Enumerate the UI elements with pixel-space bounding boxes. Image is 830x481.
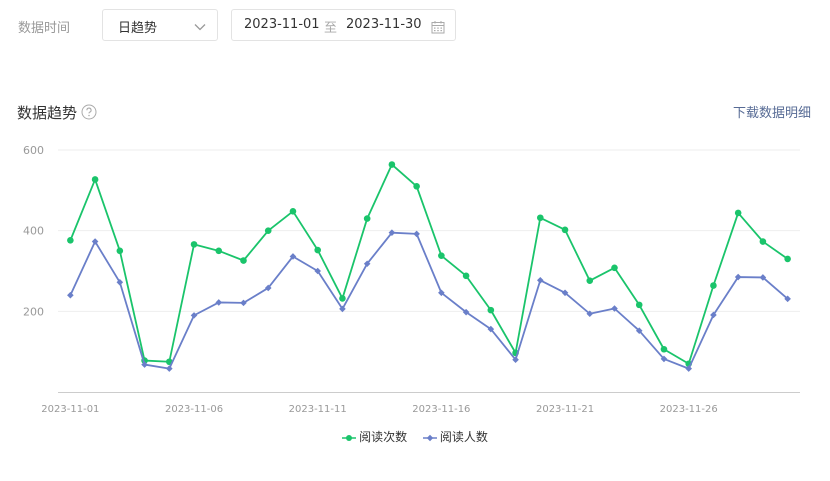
legend-label-series-2: 阅读人数 — [439, 430, 488, 444]
series-1-point — [388, 161, 396, 168]
series-2-point — [91, 238, 99, 245]
series-1-point — [487, 306, 495, 314]
series-1-point — [314, 246, 322, 254]
series-2-point — [289, 253, 297, 260]
y-tick-label: 600 — [23, 144, 44, 157]
series-2-point — [314, 267, 321, 275]
x-tick-label: 2023-11-16 — [412, 404, 470, 415]
series-2-point — [660, 355, 668, 363]
series-2-point — [264, 284, 272, 292]
series-1-point — [339, 295, 346, 302]
x-tick-label: 2023-11-11 — [289, 404, 347, 415]
chart-legend: 阅读次数 阅读人数 — [0, 428, 830, 445]
series-line-2 — [69, 231, 789, 370]
series-2-point — [611, 305, 618, 312]
y-tick-label: 400 — [23, 225, 44, 238]
series-line-1 — [69, 163, 789, 365]
y-tick-label: 200 — [23, 305, 44, 318]
legend-label-series-1: 阅读次数 — [359, 430, 408, 444]
series-2-point — [67, 291, 74, 299]
series-2-point — [166, 365, 173, 372]
legend-item-series-2[interactable]: 阅读人数 — [422, 428, 488, 445]
series-2-point — [240, 299, 247, 307]
series-2-point — [413, 230, 420, 238]
x-tick-label: 2023-11-01 — [41, 404, 99, 415]
series-1-point — [413, 183, 420, 190]
series-1-point — [462, 272, 470, 280]
series-2-point — [561, 289, 569, 297]
series-2-point — [215, 299, 223, 306]
series-1-point — [759, 238, 767, 245]
series-1-point — [289, 208, 297, 215]
granularity-select[interactable]: 日趋势 — [102, 9, 218, 41]
series-2-point — [190, 312, 198, 319]
section-title: 数据趋势 — [17, 104, 78, 122]
series-1-point — [660, 345, 668, 353]
series-1-point — [537, 214, 544, 222]
series-2-point — [784, 295, 791, 303]
series-1-point — [561, 226, 569, 234]
series-1-point — [635, 301, 643, 309]
series-2-point — [462, 308, 470, 316]
download-details-link[interactable]: 下载数据明细 — [732, 106, 811, 121]
series-2-point — [339, 305, 346, 313]
series-2-point — [710, 311, 717, 319]
range-separator: 至 — [324, 21, 338, 36]
series-2-point — [141, 361, 148, 368]
series-2-point — [685, 365, 692, 372]
series-1-point — [363, 215, 371, 222]
series-1-point — [784, 255, 791, 263]
series-2-point — [438, 289, 445, 297]
series-2-point — [586, 310, 594, 318]
series-1-point — [586, 277, 594, 284]
x-tick-label: 2023-11-06 — [165, 404, 223, 415]
series-1-point — [190, 241, 198, 248]
series-2-point — [116, 278, 124, 286]
series-1-point — [264, 227, 272, 234]
series-1-point — [611, 264, 618, 272]
series-2-point — [512, 356, 519, 364]
series-1-point — [240, 257, 247, 264]
series-1-point — [116, 247, 124, 255]
start-date[interactable]: 2023-11-01 — [244, 17, 320, 32]
granularity-value: 日趋势 — [118, 21, 158, 36]
series-1-point — [710, 282, 717, 289]
series-2-point — [487, 325, 495, 333]
time-filter-label: 数据时间 — [18, 21, 71, 36]
series-1-point — [91, 176, 99, 183]
trend-chart: 200 400 600 2023-11-01 2023-11-06 2023-11-11 2… — [23, 144, 800, 415]
help-icon[interactable] — [81, 104, 97, 124]
series-2-point — [363, 260, 371, 268]
series-1-point — [438, 252, 445, 259]
x-tick-label: 2023-11-21 — [536, 404, 594, 415]
chevron-down-icon — [193, 19, 207, 38]
calendar-icon[interactable] — [431, 19, 445, 38]
series-2-point — [537, 276, 544, 284]
end-date[interactable]: 2023-11-30 — [346, 17, 422, 32]
series-2-point — [734, 273, 742, 281]
series-1-point — [67, 237, 74, 244]
series-1-point — [215, 247, 223, 255]
series-2-point — [759, 274, 767, 281]
series-2-point — [635, 327, 643, 334]
legend-item-series-1[interactable]: 阅读次数 — [342, 428, 407, 445]
x-tick-label: 2023-11-26 — [660, 404, 718, 415]
series-1-point — [734, 209, 742, 217]
date-range-picker[interactable]: 2023-11-01 至 2023-11-30 — [231, 9, 456, 41]
